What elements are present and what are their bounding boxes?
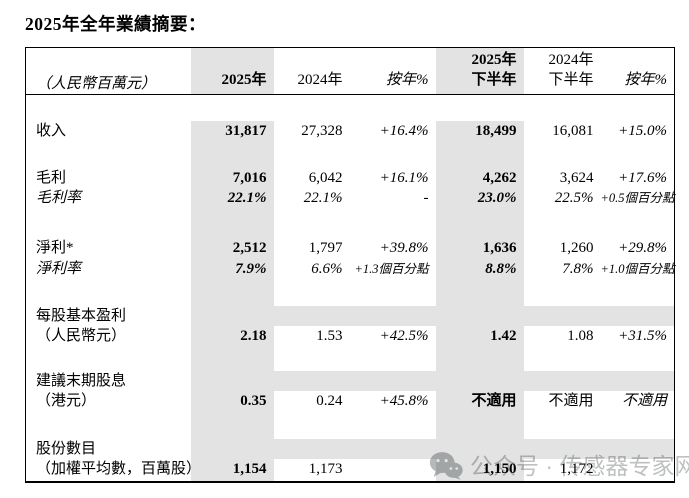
row-label: （港元） — [36, 393, 97, 409]
cell: 27,328 — [301, 123, 343, 139]
col-header-yoy-h2: 按年% — [600, 47, 675, 95]
row-dividend-line1: 建議末期股息 — [26, 371, 675, 391]
cell: 1.42 — [490, 328, 517, 344]
row-eps: （人民幣元） 2.18 1.53 +42.5% 1.42 1.08 +31.5% — [26, 326, 675, 371]
cell: 1.08 — [567, 328, 594, 344]
cell: 18,499 — [475, 123, 517, 139]
row-label: 建議末期股息 — [36, 373, 127, 389]
col-header-fy2025: 2025年 — [190, 47, 274, 95]
cell: 7.8% — [562, 261, 594, 277]
cell: 22.5% — [554, 190, 594, 206]
row-gross-profit: 毛利 7,016 6,042 +16.1% 4,262 3,624 +17.6% — [26, 168, 675, 188]
cell: 7.9% — [235, 261, 267, 277]
row-label: （人民幣元） — [36, 328, 127, 344]
row-label: 股份數目 — [36, 441, 97, 457]
col-header-h2-2024: 2024年 下半年 — [523, 47, 601, 95]
cell: 6,042 — [308, 170, 343, 186]
row-label: 收入 — [36, 123, 67, 139]
cell: 1,797 — [308, 240, 343, 256]
cell: 16,081 — [552, 123, 594, 139]
row-label: （加權平均數，百萬股） — [36, 461, 202, 477]
row-net-margin: 淨利率 7.9% 6.6% +1.3個百分點 8.8% 7.8% +1.0個百分… — [26, 259, 675, 306]
row-label: 淨利* — [36, 240, 74, 256]
cell: 不適用 — [621, 393, 667, 409]
row-label: 毛利率 — [36, 190, 82, 206]
cell: +17.6% — [618, 170, 667, 186]
cell: 31,817 — [225, 123, 267, 139]
cell: +29.8% — [618, 240, 667, 256]
col-header-fy2024: 2024年 — [273, 47, 350, 95]
cell: +0.5個百分點 — [600, 191, 675, 205]
results-table: （人民幣百萬元） 2025年 2024年 按年% 2025年 下半年 2024年下… — [25, 47, 675, 483]
cell: 1.53 — [316, 328, 343, 344]
cell: +16.1% — [379, 170, 429, 186]
cell: 22.1% — [227, 190, 267, 206]
cell: 不適用 — [471, 393, 517, 409]
cell: 1,154 — [232, 461, 267, 477]
row-dividend: （港元） 0.35 0.24 +45.8% 不適用 不適用 不適用 — [26, 391, 675, 439]
row-gross-margin: 毛利率 22.1% 22.1% - 23.0% 22.5% +0.5個百分點 — [26, 188, 675, 238]
cell: 4,262 — [482, 170, 517, 186]
row-label: 淨利率 — [36, 261, 82, 277]
cell: +45.8% — [379, 393, 429, 409]
spacer-row — [26, 95, 675, 122]
row-net-profit: 淨利* 2,512 1,797 +39.8% 1,636 1,260 +29.8… — [26, 238, 675, 259]
cell: +31.5% — [618, 328, 667, 344]
row-revenue: 收入 31,817 27,328 +16.4% 18,499 16,081 +1… — [26, 121, 675, 168]
row-shares-line1: 股份數目 — [26, 439, 675, 459]
cell: 2,512 — [232, 240, 267, 256]
page-title: 2025年全年業績摘要： — [25, 14, 206, 34]
unit-header: （人民幣百萬元） — [25, 47, 191, 95]
cell: 1,150 — [482, 461, 517, 477]
cell: 1,173 — [308, 461, 343, 477]
cell: +42.5% — [379, 328, 429, 344]
cell: +1.0個百分點 — [600, 262, 675, 276]
cell: 0.24 — [316, 393, 343, 409]
cell: 8.8% — [485, 261, 517, 277]
cell: 1,636 — [482, 240, 517, 256]
cell: 23.0% — [477, 190, 517, 206]
watermark-text: 公众号 · 传感器专家网 — [470, 452, 689, 479]
cell: 0.35 — [240, 393, 267, 409]
cell — [350, 459, 436, 482]
cell: +16.4% — [379, 123, 429, 139]
wechat-icon — [429, 452, 463, 480]
cell: 不適用 — [548, 393, 594, 409]
col-header-yoy-fy: 按年% — [349, 47, 436, 95]
col-header-h2-2025: 2025年 下半年 — [435, 47, 524, 95]
row-shares: （加權平均數，百萬股） 1,154 1,173 1,150 1,172 — [26, 459, 675, 482]
watermark: 公众号 · 传感器专家网 — [429, 451, 689, 480]
cell: - — [423, 190, 429, 206]
cell: 22.1% — [303, 190, 343, 206]
header-row: （人民幣百萬元） 2025年 2024年 按年% 2025年 下半年 2024年下… — [25, 47, 675, 95]
cell: 2.18 — [240, 328, 267, 344]
cell: +15.0% — [618, 123, 667, 139]
cell: 1,172 — [559, 461, 594, 477]
cell: +39.8% — [379, 240, 429, 256]
cell: 6.6% — [311, 261, 343, 277]
cell: 1,260 — [559, 240, 594, 256]
cell: +1.3個百分點 — [354, 262, 429, 276]
cell: 7,016 — [232, 170, 267, 186]
row-eps-line1: 每股基本盈利 — [26, 306, 675, 326]
row-label: 每股基本盈利 — [36, 308, 127, 324]
row-label: 毛利 — [36, 170, 67, 186]
cell: 3,624 — [559, 170, 594, 186]
